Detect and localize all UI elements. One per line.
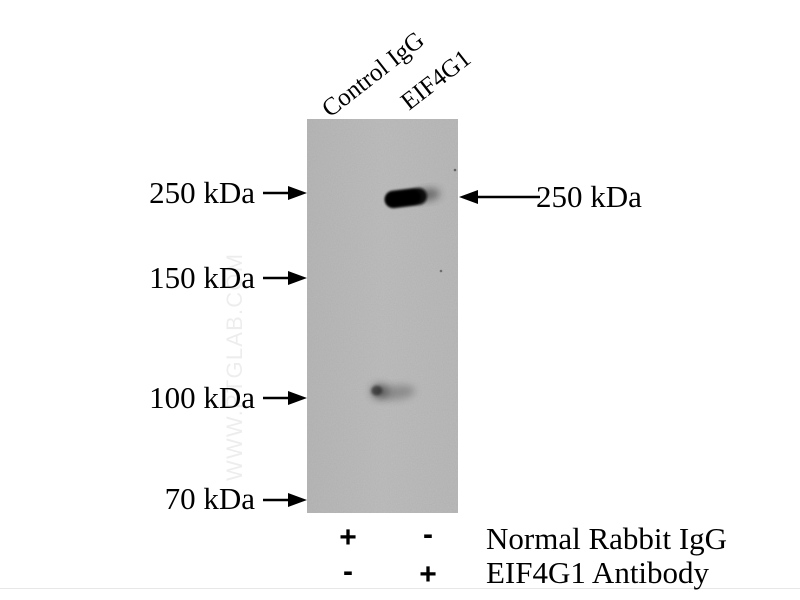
svg-text:+: + xyxy=(419,558,437,591)
svg-text:Normal Rabbit IgG: Normal Rabbit IgG xyxy=(486,521,727,556)
svg-text:-: - xyxy=(343,555,353,588)
svg-text:+: + xyxy=(339,521,357,554)
svg-text:EIF4G1 Antibody: EIF4G1 Antibody xyxy=(486,555,710,590)
svg-text:-: - xyxy=(423,518,433,551)
